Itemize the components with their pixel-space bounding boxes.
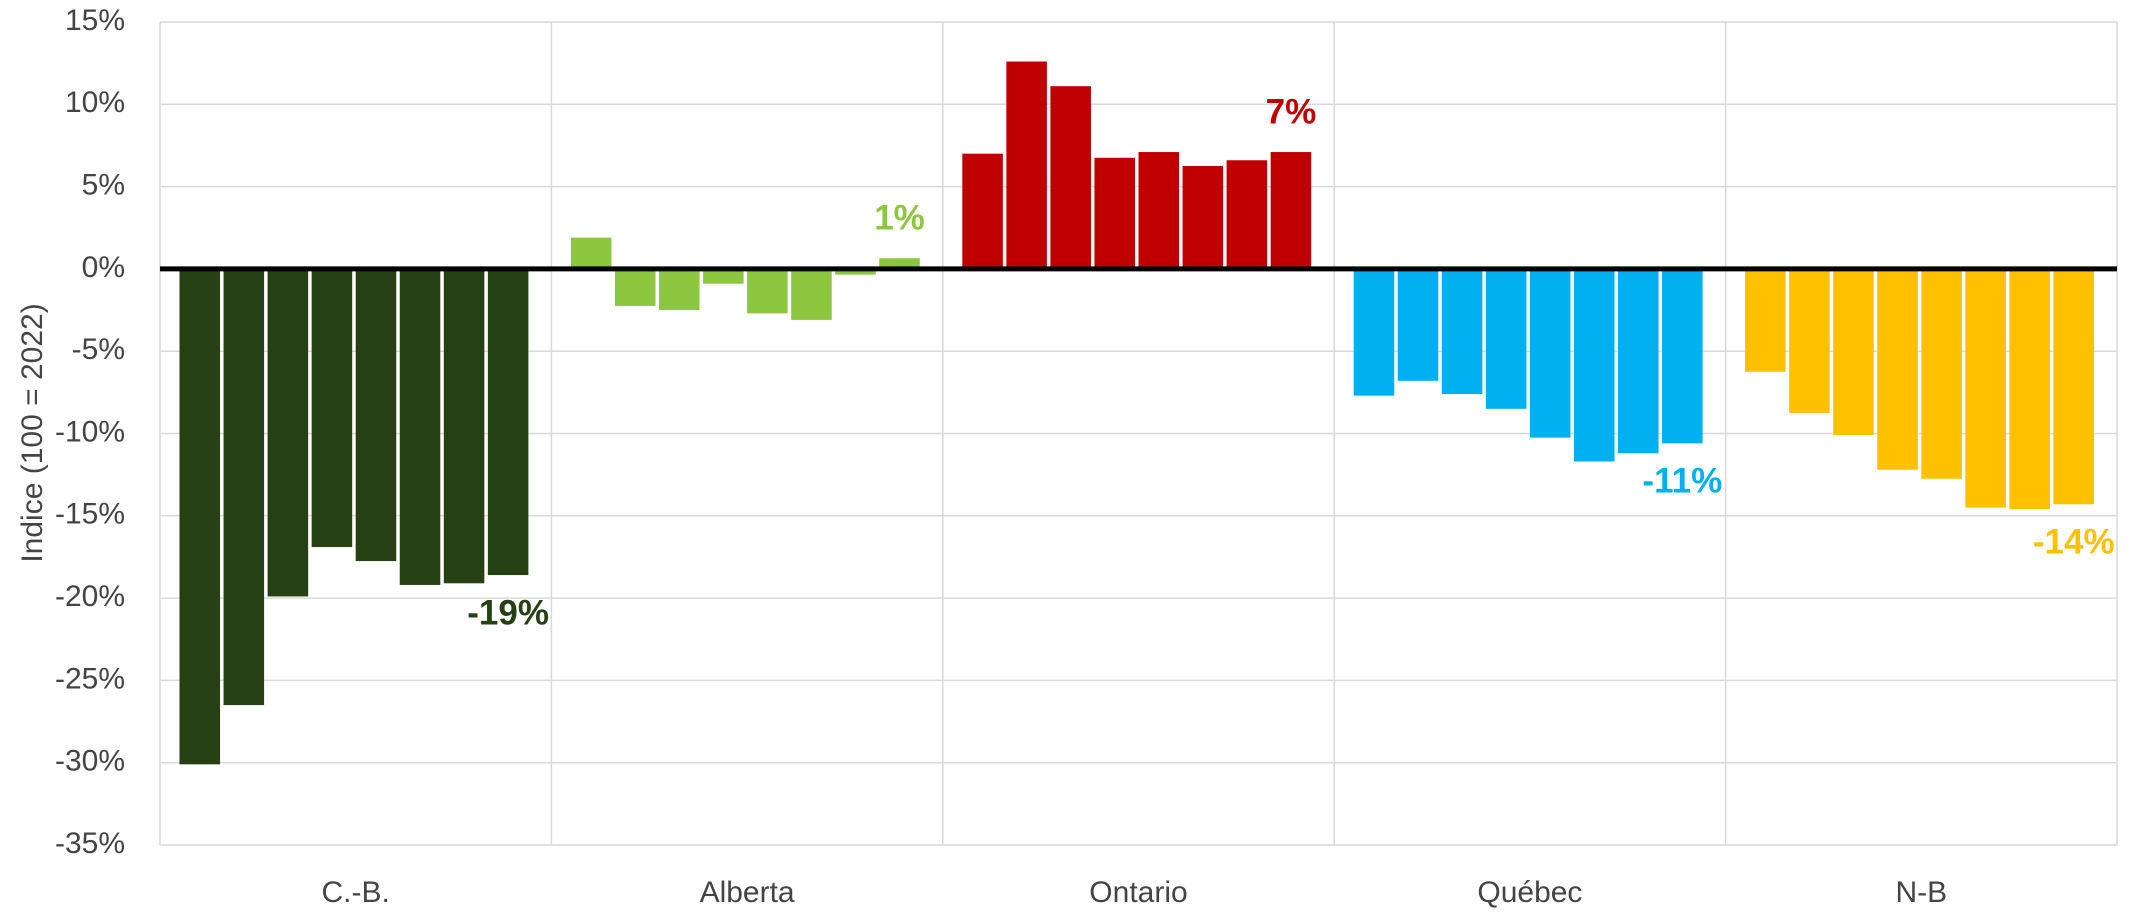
x-tick-label: Québec — [1477, 876, 1582, 908]
y-tick-label: -25% — [55, 662, 125, 695]
y-tick-label: 5% — [82, 169, 125, 202]
bar — [1270, 152, 1312, 269]
bar — [443, 268, 485, 584]
x-tick-label: N-B — [1895, 876, 1947, 908]
bar — [835, 268, 876, 275]
bar — [1138, 152, 1180, 269]
bar — [1094, 157, 1135, 269]
bar — [659, 268, 700, 311]
bar — [879, 258, 920, 269]
y-tick-label: -30% — [55, 745, 125, 778]
bar — [1662, 268, 1703, 444]
bar — [1485, 268, 1527, 409]
bar — [1618, 268, 1659, 454]
y-tick-label: 15% — [65, 4, 125, 37]
bar — [223, 268, 265, 706]
y-tick-label: -35% — [55, 827, 125, 860]
bar — [2053, 268, 2094, 505]
y-tick-label: -10% — [55, 415, 125, 448]
bar — [1397, 268, 1439, 381]
y-tick-label: -5% — [72, 333, 125, 366]
bar — [1006, 61, 1047, 269]
x-tick-label: C.-B. — [322, 876, 390, 908]
bar — [1921, 268, 1962, 479]
y-tick-label: 0% — [82, 251, 125, 284]
bar — [1050, 86, 1091, 269]
bar — [355, 268, 397, 562]
x-tick-label: Ontario — [1089, 876, 1187, 908]
y-axis-label: Indice (100 = 2022) — [16, 303, 49, 562]
bar — [747, 268, 788, 314]
y-tick-label: -15% — [55, 498, 125, 531]
data-label: 7% — [1266, 92, 1317, 131]
bar — [1745, 268, 1786, 372]
bar — [267, 268, 309, 597]
bar — [1529, 268, 1571, 438]
y-tick-label: 10% — [65, 86, 125, 119]
bar — [1833, 268, 1874, 436]
data-label: 1% — [874, 198, 925, 237]
bar — [703, 268, 744, 284]
data-label: -19% — [467, 593, 549, 632]
bar — [1353, 268, 1395, 396]
bar — [1789, 268, 1830, 413]
bar — [179, 268, 221, 765]
bar — [1877, 268, 1918, 470]
bar — [570, 237, 612, 269]
bar — [791, 268, 832, 320]
bar — [399, 268, 441, 585]
bar — [2009, 268, 2050, 510]
data-label: -11% — [1642, 462, 1722, 501]
bar — [311, 268, 353, 548]
bar — [487, 268, 529, 576]
y-tick-label: -20% — [55, 580, 125, 613]
bar — [1965, 268, 2006, 508]
bar — [614, 268, 656, 306]
bar — [1441, 268, 1483, 394]
bar — [962, 153, 1003, 269]
data-label: -14% — [2033, 523, 2115, 562]
bar — [1226, 160, 1268, 269]
bar — [1573, 268, 1615, 462]
x-tick-label: Alberta — [700, 876, 795, 908]
bar — [1182, 166, 1224, 269]
